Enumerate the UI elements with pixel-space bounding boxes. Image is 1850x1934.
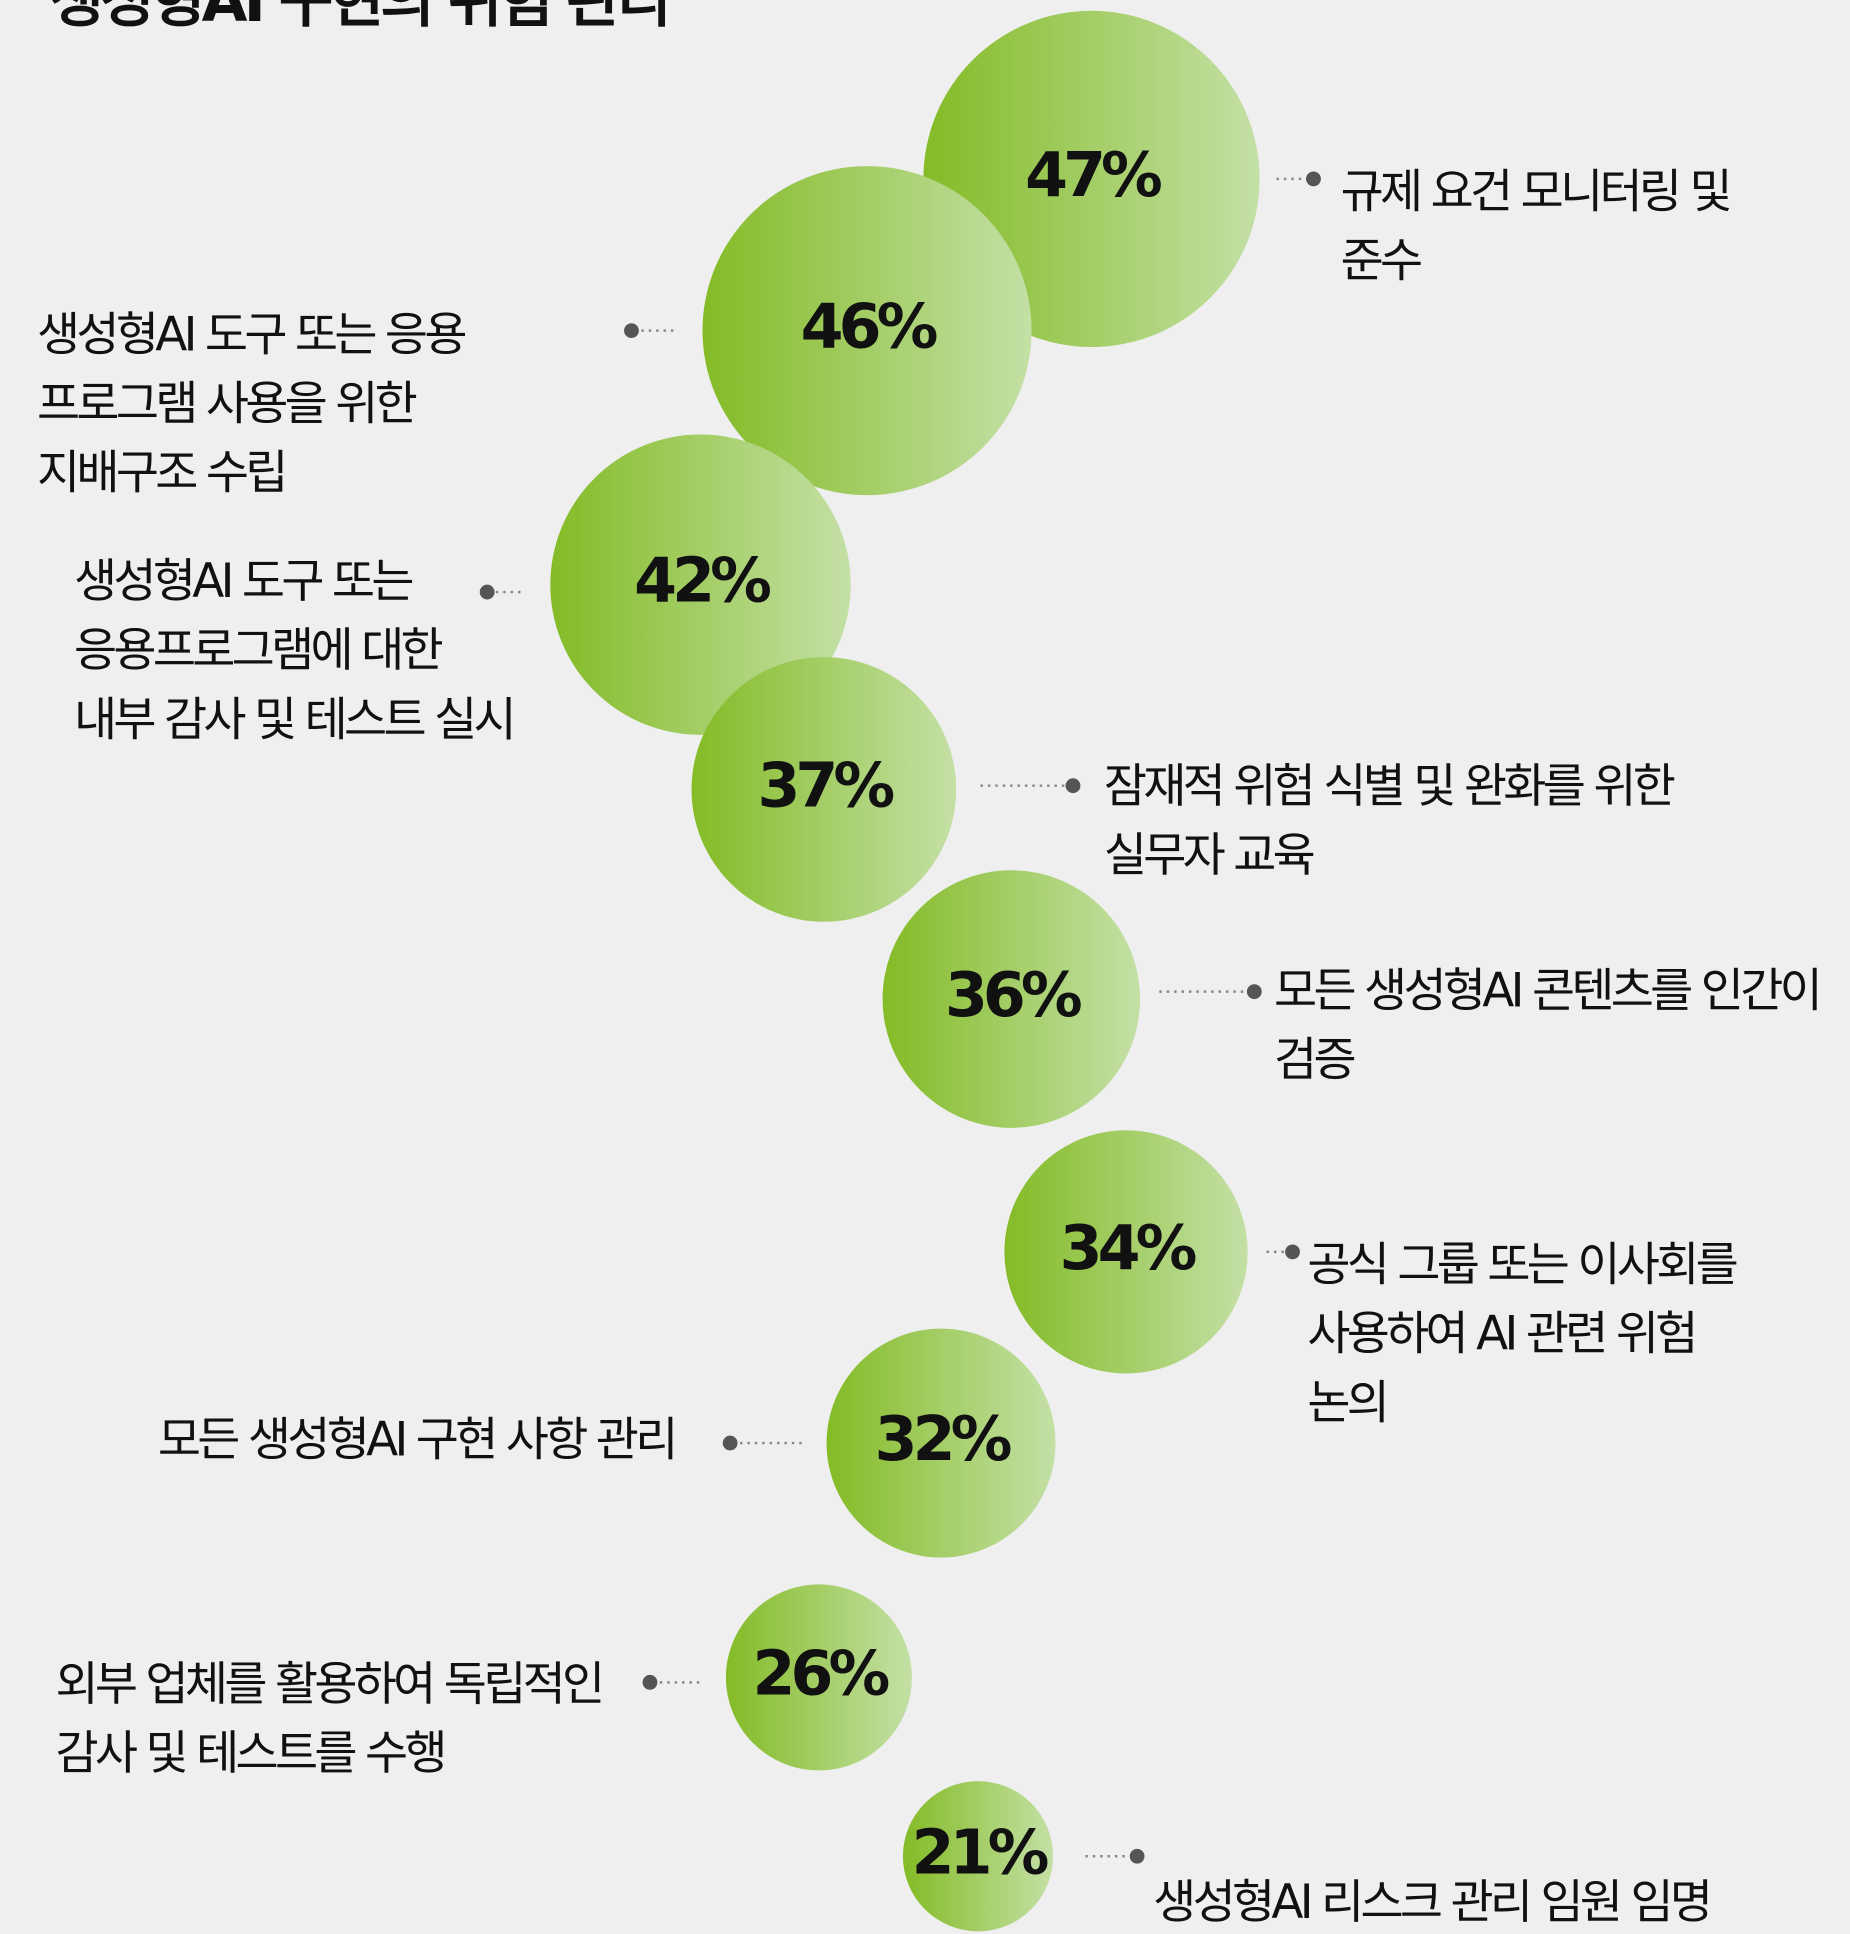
category-label: 논의 [1307, 1377, 1386, 1431]
category-label: 내부 감사 및 테스트 실시 [74, 693, 513, 747]
category-label: 지배구조 수립 [37, 447, 285, 501]
bubble [550, 434, 851, 735]
bubble [702, 166, 1032, 496]
category-label: 규제 요건 모니터링 및 [1341, 165, 1730, 219]
bubble [882, 870, 1141, 1128]
category-label: 잠재적 위험 식별 및 완화를 위한 [1104, 760, 1675, 814]
category-label: 검증 [1274, 1034, 1354, 1088]
category-label: 실무자 교육 [1104, 829, 1314, 883]
bubble [691, 657, 957, 922]
value-label: 32% [875, 1403, 1011, 1475]
chart-title: 생성형AI 구현의 위험 관리 [49, 0, 668, 35]
connector-dot [1129, 1848, 1145, 1864]
value-label: 26% [753, 1637, 889, 1709]
connector-dot [1065, 778, 1081, 794]
value-label: 37% [757, 749, 893, 821]
connector-dot [624, 323, 639, 338]
bubble [1004, 1130, 1248, 1374]
connector-dot [1246, 984, 1262, 1000]
category-label: 외부 업체를 활용하여 독립적인 [56, 1658, 602, 1712]
category-label: 생성형AI 도구 또는 [74, 555, 412, 609]
category-label: 모든 생성형AI 콘텐츠를 인간이 [1274, 965, 1819, 1019]
value-label: 47% [1025, 139, 1161, 211]
bubble [725, 1584, 912, 1771]
connector-dot [722, 1435, 738, 1451]
connector-dot [642, 1674, 658, 1690]
category-label: 감사 및 테스트를 수행 [56, 1727, 444, 1781]
connector-dot [1306, 171, 1321, 187]
value-label: 34% [1060, 1212, 1196, 1284]
category-label: 프로그램 사용을 위한 [37, 378, 417, 432]
value-label: 36% [945, 959, 1081, 1031]
connector-dot [479, 584, 495, 600]
value-label: 21% [912, 1816, 1048, 1888]
category-label: 사용하여 AI 관련 위험 [1307, 1308, 1694, 1362]
connector-dot [1285, 1244, 1300, 1260]
category-label: 공식 그룹 또는 이사회를 [1307, 1238, 1736, 1292]
value-label: 46% [801, 291, 937, 363]
category-label: 생성형AI 도구 또는 응용 [37, 309, 465, 363]
value-label: 42% [634, 545, 770, 617]
category-label: 응용프로그램에 대한 [74, 624, 442, 678]
category-label: 모든 생성형AI 구현 사항 관리 [158, 1414, 675, 1468]
bubble [902, 1781, 1054, 1932]
category-label: 생성형AI 리스크 관리 임원 임명 [1153, 1876, 1709, 1930]
bubble [826, 1328, 1056, 1558]
category-label: 준수 [1341, 235, 1421, 289]
